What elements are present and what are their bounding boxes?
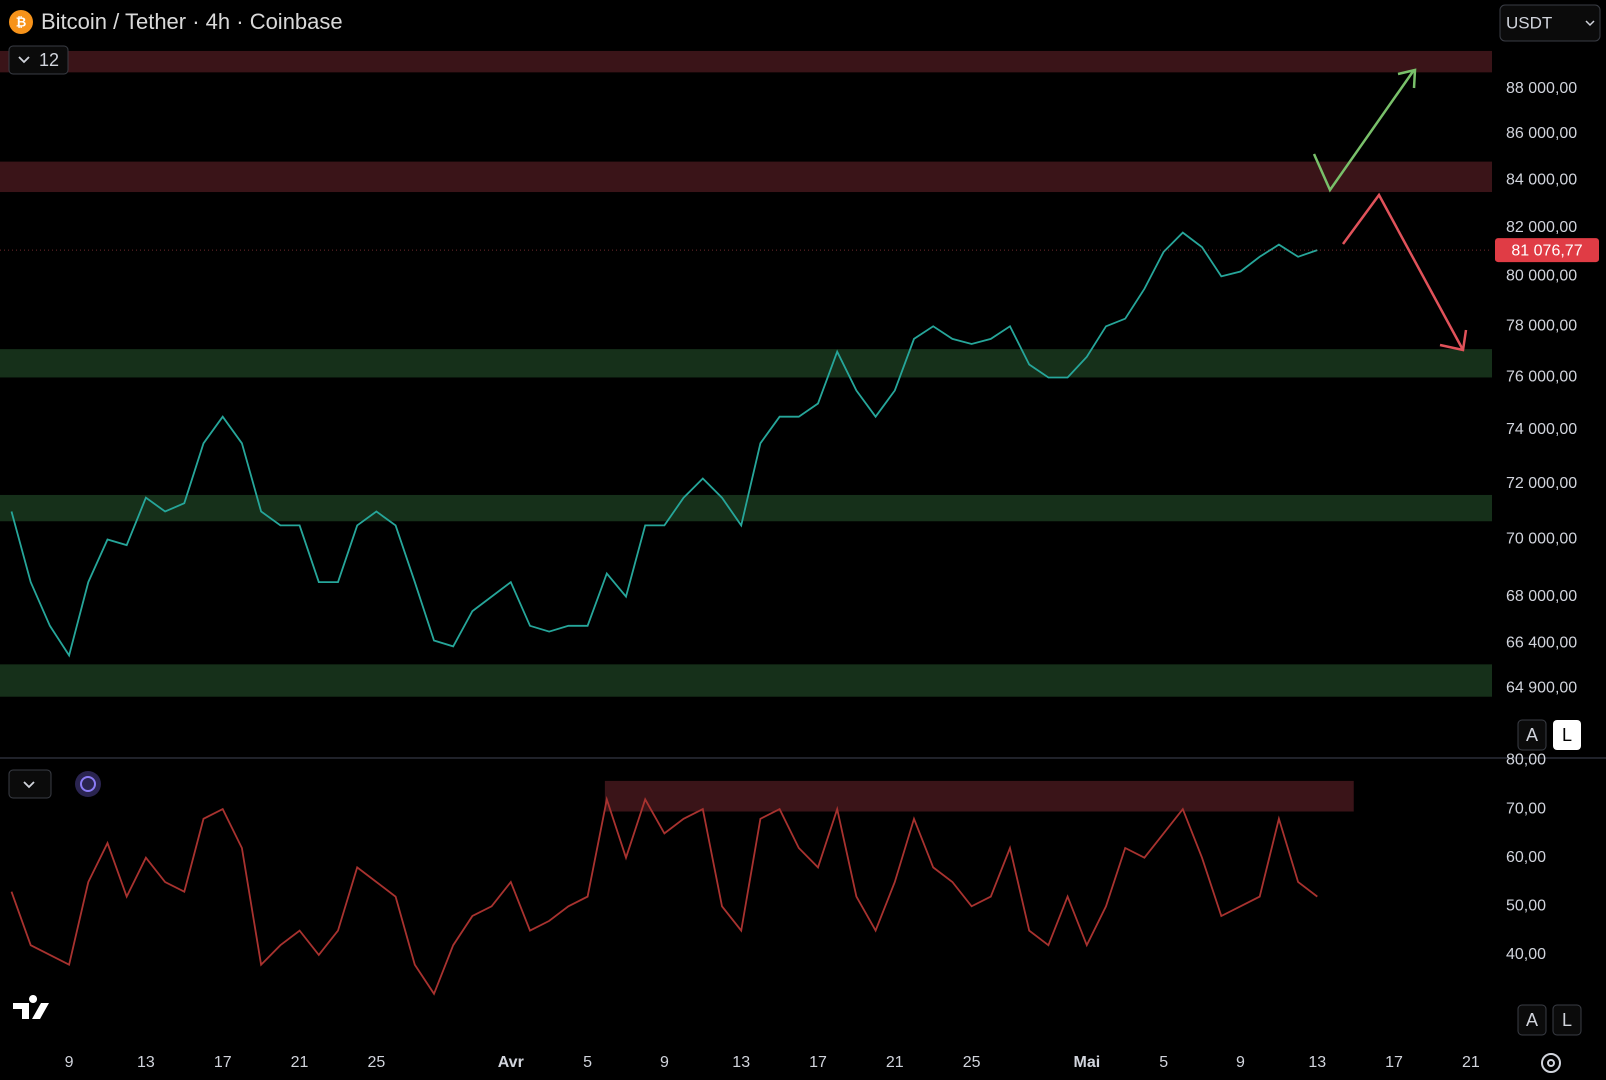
y-tick-label: 82 000,00 <box>1506 219 1577 236</box>
indicators-toggle[interactable] <box>8 45 69 75</box>
chart-title: Bitcoin / Tether · 4h · Coinbase <box>41 9 343 34</box>
x-tick-label: Mai <box>1074 1054 1101 1071</box>
bitcoin-icon-glyph: ₿ <box>16 14 27 29</box>
y-tick-label: 70 000,00 <box>1506 531 1577 548</box>
y-tick-label: 64 900,00 <box>1506 680 1577 697</box>
y-tick-label: 80 000,00 <box>1506 268 1577 285</box>
log-scale-label: L <box>1562 725 1572 745</box>
x-tick-label: 25 <box>367 1054 385 1071</box>
y-tick-label: 78 000,00 <box>1506 317 1577 334</box>
price-line <box>10 795 1318 996</box>
rsi-log-button[interactable] <box>1552 1004 1582 1036</box>
x-tick-label: 25 <box>963 1054 981 1071</box>
currency-select[interactable] <box>1499 4 1601 42</box>
y-tick-label: 84 000,00 <box>1506 172 1577 189</box>
y-tick-label: 60,00 <box>1506 849 1546 866</box>
marks <box>0 231 1492 996</box>
y-tick-label: 66 400,00 <box>1506 635 1577 652</box>
zone <box>0 161 1492 193</box>
x-tick-label: 17 <box>1385 1054 1403 1071</box>
x-tick-label: 9 <box>1236 1054 1245 1071</box>
zone <box>0 349 1492 378</box>
y-tick-label: 86 000,00 <box>1506 125 1577 142</box>
currency-label: USDT <box>1506 13 1552 32</box>
indicators-caret <box>18 56 30 64</box>
log-scale-button[interactable] <box>1553 720 1581 750</box>
x-tick-label: 21 <box>886 1054 904 1071</box>
settings-icon-core <box>1547 1059 1555 1067</box>
bitcoin-icon <box>9 10 33 34</box>
price-line <box>10 231 1318 658</box>
y-tick-label: 50,00 <box>1506 898 1546 915</box>
y-tick-label: 70,00 <box>1506 800 1546 817</box>
zone <box>0 50 1492 73</box>
x-tick-label: 13 <box>137 1054 155 1071</box>
rsi-auto-button[interactable] <box>1517 1004 1547 1036</box>
zones <box>0 50 1492 812</box>
rsi-toggle[interactable] <box>8 769 52 799</box>
up-arrow <box>1312 69 1416 193</box>
x-tick-label: Avr <box>498 1054 524 1071</box>
indicators-count: 12 <box>39 50 59 70</box>
up-arrow-head <box>1397 68 1417 89</box>
currency-caret <box>1585 20 1595 27</box>
auto-scale-button[interactable] <box>1517 719 1547 751</box>
x-tick-label: 13 <box>732 1054 750 1071</box>
zone <box>604 780 1354 812</box>
x-tick-label: 17 <box>809 1054 827 1071</box>
scenario-arrows <box>1312 68 1468 352</box>
rsi-log-label: L <box>1562 1010 1572 1030</box>
zone <box>0 664 1492 697</box>
y-tick-label: 72 000,00 <box>1506 475 1577 492</box>
rsi-caret <box>23 781 35 789</box>
tradingview-logo <box>13 995 49 1019</box>
y-tick-label: 76 000,00 <box>1506 369 1577 386</box>
y-tick-label: 88 000,00 <box>1506 80 1577 97</box>
down-arrow <box>1341 192 1465 351</box>
y-tick-label: 40,00 <box>1506 946 1546 963</box>
x-tick-label: 5 <box>1159 1054 1168 1071</box>
down-arrow-head <box>1439 329 1468 352</box>
last-price-badge <box>1495 238 1599 263</box>
y-tick-label: 68 000,00 <box>1506 588 1577 605</box>
last-price-label: 81 076,77 <box>1511 242 1582 259</box>
x-tick-label: 5 <box>583 1054 592 1071</box>
x-tick-label: 9 <box>660 1054 669 1071</box>
refresh-icon <box>80 776 96 792</box>
x-tick-label: 21 <box>291 1054 309 1071</box>
x-tick-label: 17 <box>214 1054 232 1071</box>
y-tick-label: 80,00 <box>1506 752 1546 769</box>
refresh-button[interactable] <box>75 771 101 797</box>
settings-icon[interactable] <box>1541 1053 1561 1073</box>
rsi-auto-label: A <box>1526 1010 1538 1030</box>
y-tick-label: 74 000,00 <box>1506 421 1577 438</box>
x-tick-label: 9 <box>65 1054 74 1071</box>
auto-scale-label: A <box>1526 725 1538 745</box>
x-tick-label: 13 <box>1308 1054 1326 1071</box>
x-tick-label: 21 <box>1462 1054 1480 1071</box>
